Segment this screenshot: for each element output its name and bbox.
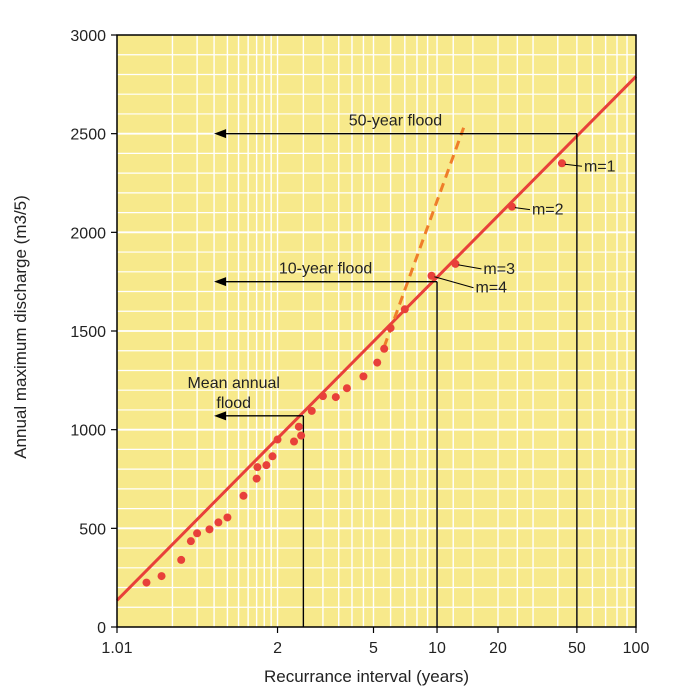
- data-point: [400, 305, 409, 314]
- reference-label: flood: [216, 395, 251, 412]
- rank-leader-line: [434, 276, 474, 289]
- reference-label: Mean annual: [187, 375, 280, 392]
- data-point: [214, 518, 223, 527]
- rank-leader-line: [564, 163, 583, 167]
- reference-label: 50-year flood: [349, 113, 442, 130]
- fit-line-group: [115, 75, 638, 602]
- x-axis-ticks: 1.01 2 5 10 20 50 100: [101, 627, 649, 657]
- y-tick-label: 500: [79, 521, 106, 538]
- data-point: [359, 372, 368, 381]
- data-point: [297, 431, 306, 440]
- data-point: [186, 537, 195, 546]
- reference-label: 10-year flood: [279, 261, 372, 278]
- data-point: [177, 555, 186, 564]
- data-point: [205, 525, 214, 534]
- data-point: [223, 513, 232, 522]
- dashed-trend-line: [382, 127, 466, 348]
- rank-label: m=4: [476, 280, 508, 297]
- data-point: [273, 435, 282, 444]
- rank-label: m=3: [483, 261, 515, 278]
- data-point: [252, 474, 261, 483]
- x-tick-label: 10: [428, 640, 446, 657]
- x-axis-label: Recurrance interval (years): [264, 667, 469, 686]
- data-point: [290, 437, 299, 446]
- x-tick-label: 5: [369, 640, 378, 657]
- data-point: [157, 572, 166, 581]
- data-point: [262, 461, 271, 470]
- data-point: [142, 578, 151, 587]
- data-point: [373, 358, 382, 367]
- y-axis-ticks: 0 500 1000 1500 2000 2500 3000: [70, 28, 117, 637]
- rank-leader-line: [514, 207, 531, 211]
- data-point: [268, 452, 277, 461]
- data-point: [239, 491, 248, 500]
- y-tick-label: 1500: [70, 324, 106, 341]
- x-tick-label: 1.01: [101, 640, 132, 657]
- regression-line: [115, 75, 638, 602]
- y-tick-label: 0: [97, 620, 106, 637]
- data-points-group: [142, 159, 566, 587]
- reference-lines-group: 50-year flood 10-year flood Mean annual flo…: [187, 113, 578, 627]
- x-tick-label: 20: [489, 640, 507, 657]
- data-point: [307, 406, 316, 415]
- data-point: [294, 422, 303, 431]
- data-point: [386, 324, 395, 333]
- rank-label: m=1: [584, 158, 616, 175]
- data-point: [427, 271, 436, 280]
- data-point: [451, 259, 460, 268]
- data-point: [318, 392, 327, 401]
- x-tick-label: 50: [568, 640, 586, 657]
- rank-label: m=2: [532, 202, 564, 219]
- rank-labels-group: m=1 m=2 m=3 m=4: [434, 158, 616, 297]
- x-tick-label: 100: [623, 640, 650, 657]
- reference-arrow-head: [214, 277, 227, 287]
- data-point: [193, 529, 202, 538]
- data-point: [253, 463, 262, 472]
- data-point: [380, 344, 389, 353]
- reference-arrow-head: [214, 129, 227, 139]
- data-point: [507, 202, 516, 211]
- y-axis-label: Annual maximum discharge (m3/5): [11, 195, 30, 459]
- y-tick-label: 2000: [70, 225, 106, 242]
- data-point: [557, 159, 566, 168]
- data-point: [342, 384, 351, 393]
- data-point: [331, 393, 340, 402]
- reference-arrow-head: [214, 411, 227, 421]
- y-tick-label: 1000: [70, 423, 106, 440]
- rank-leader-line: [458, 264, 482, 270]
- y-tick-label: 2500: [70, 127, 106, 144]
- y-tick-label: 3000: [70, 28, 106, 45]
- x-tick-label: 2: [273, 640, 282, 657]
